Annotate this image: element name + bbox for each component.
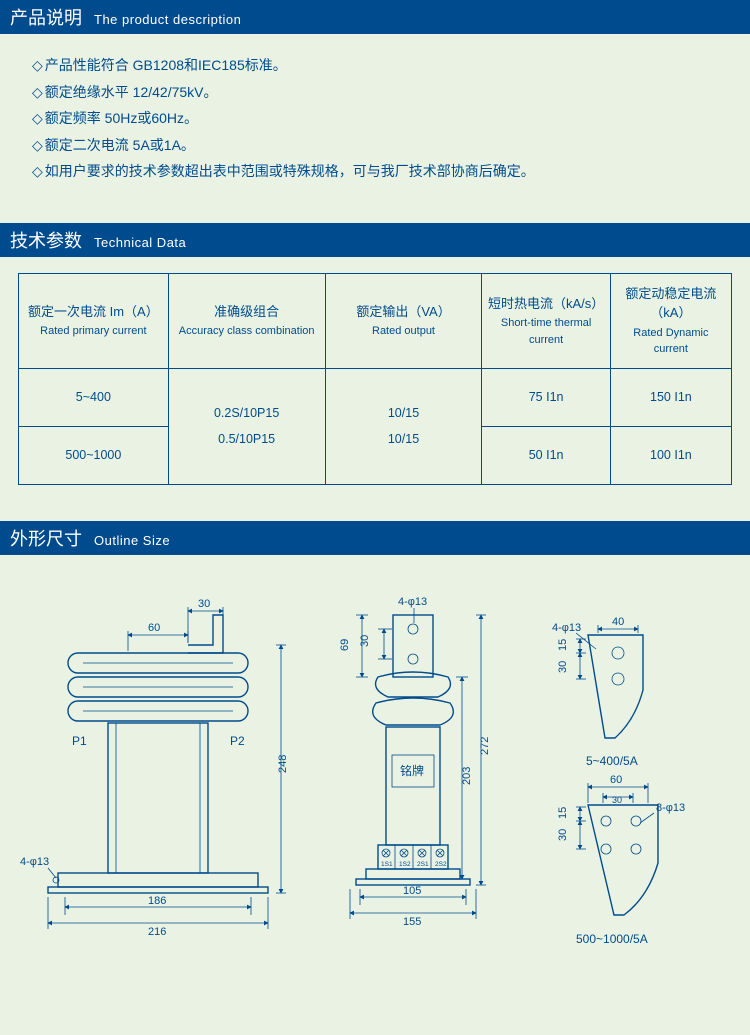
cell-primary: 5~400 [19, 368, 169, 426]
svg-text:5~400/5A: 5~400/5A [586, 754, 638, 768]
col-header: 额定输出（VA） Rated output [325, 273, 482, 368]
cell-dynamic: 150 I1n [610, 368, 731, 426]
section-header-desc: 产品说明 The product description [0, 0, 750, 34]
description-block: 产品性能符合 GB1208和IEC185标准。 额定绝缘水平 12/42/75k… [0, 34, 750, 209]
col-header: 额定一次电流 Im（A） Rated primary current [19, 273, 169, 368]
cell-thermal: 50 I1n [482, 426, 610, 484]
cell-dynamic: 100 I1n [610, 426, 731, 484]
section-header-outline: 外形尺寸 Outline Size [0, 521, 750, 555]
svg-text:500~1000/5A: 500~1000/5A [576, 932, 648, 946]
table-row: 5~400 0.2S/10P15 0.5/10P15 10/15 10/15 7… [19, 368, 732, 426]
svg-text:15: 15 [557, 639, 569, 651]
svg-text:248: 248 [277, 755, 289, 773]
svg-text:69: 69 [339, 639, 351, 651]
svg-text:40: 40 [612, 616, 624, 628]
desc-line: 额定二次电流 5A或1A。 [32, 132, 718, 159]
svg-text:4-φ13: 4-φ13 [398, 596, 427, 608]
svg-text:P2: P2 [230, 734, 245, 748]
svg-text:30: 30 [557, 661, 569, 673]
svg-text:272: 272 [479, 737, 491, 755]
svg-text:2S2: 2S2 [435, 861, 447, 868]
svg-text:4-φ13: 4-φ13 [20, 856, 49, 868]
svg-text:2S1: 2S1 [417, 861, 429, 868]
section-header-tech: 技术参数 Technical Data [0, 223, 750, 257]
desc-line: 额定频率 50Hz或60Hz。 [32, 105, 718, 132]
tech-table: 额定一次电流 Im（A） Rated primary current 准确级组合… [18, 273, 732, 485]
svg-text:15: 15 [557, 807, 569, 819]
section-title-cn: 产品说明 [10, 4, 82, 30]
svg-text:1S2: 1S2 [399, 861, 411, 868]
svg-text:30: 30 [198, 598, 210, 610]
middle-view: 铭牌 1S1 1S2 2S1 2S2 4-φ13 30 69 [339, 596, 491, 928]
right-plate-a: 4-φ13 40 15 30 5~400/5A [552, 616, 643, 768]
svg-text:铭牌: 铭牌 [400, 763, 424, 778]
col-header: 准确级组合 Accuracy class combination [168, 273, 325, 368]
cell-thermal: 75 I1n [482, 368, 610, 426]
svg-text:105: 105 [403, 885, 421, 897]
outline-drawings: P1 P2 4-φ13 30 60 248 186 216 [0, 555, 750, 1035]
outline-svg: P1 P2 4-φ13 30 60 248 186 216 [18, 585, 732, 1015]
section-title-en: Technical Data [94, 235, 186, 250]
svg-text:30: 30 [359, 635, 371, 647]
svg-text:8-φ13: 8-φ13 [656, 802, 685, 814]
section-title-cn: 外形尺寸 [10, 525, 82, 551]
desc-line: 如用户要求的技术参数超出表中范围或特殊规格，可与我厂技术部协商后确定。 [32, 158, 718, 185]
svg-text:203: 203 [461, 767, 473, 785]
section-title-en: Outline Size [94, 533, 170, 548]
section-title-cn: 技术参数 [10, 227, 82, 253]
tech-table-wrap: 额定一次电流 Im（A） Rated primary current 准确级组合… [0, 257, 750, 507]
desc-line: 产品性能符合 GB1208和IEC185标准。 [32, 52, 718, 79]
svg-text:30: 30 [612, 795, 622, 805]
col-header: 短时热电流（kA/s） Short-time thermal current [482, 273, 610, 368]
svg-text:4-φ13: 4-φ13 [552, 622, 581, 634]
left-view: P1 P2 4-φ13 30 60 248 186 216 [20, 598, 289, 938]
cell-output: 10/15 10/15 [325, 368, 482, 484]
col-header: 额定动稳定电流（kA） Rated Dynamic current [610, 273, 731, 368]
svg-text:30: 30 [557, 829, 569, 841]
svg-text:1S1: 1S1 [381, 861, 393, 868]
desc-line: 额定绝缘水平 12/42/75kV。 [32, 79, 718, 106]
right-plate-b: 60 30 8-φ13 15 30 500~1000/5A [557, 774, 685, 946]
svg-text:186: 186 [148, 895, 166, 907]
svg-text:216: 216 [148, 926, 166, 938]
svg-text:60: 60 [610, 774, 622, 786]
svg-text:60: 60 [148, 622, 160, 634]
svg-text:P1: P1 [72, 734, 87, 748]
cell-accuracy: 0.2S/10P15 0.5/10P15 [168, 368, 325, 484]
section-title-en: The product description [94, 12, 241, 27]
svg-text:155: 155 [403, 916, 421, 928]
cell-primary: 500~1000 [19, 426, 169, 484]
